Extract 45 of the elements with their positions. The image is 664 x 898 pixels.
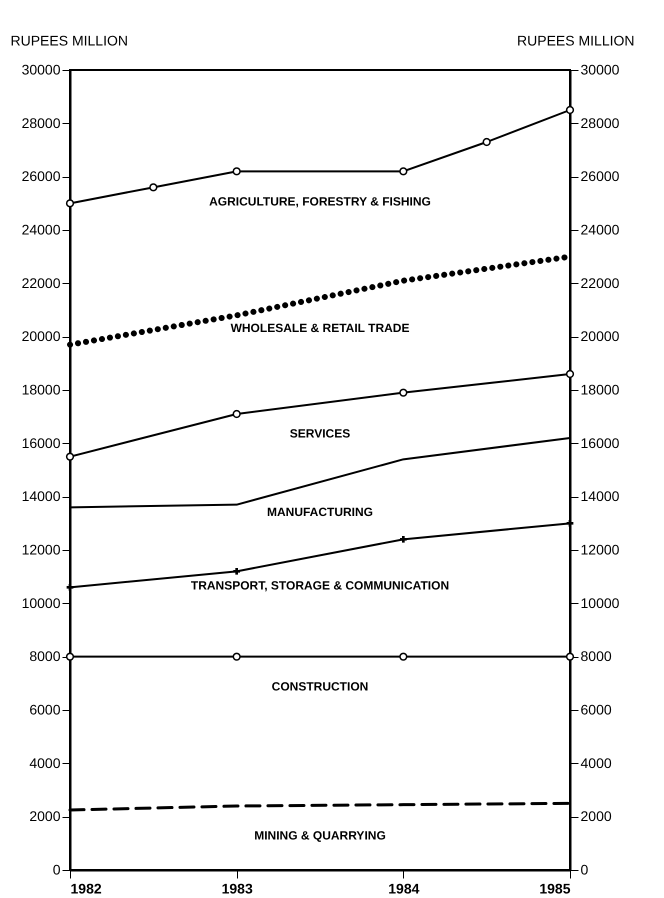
series-label: TRANSPORT, STORAGE & COMMUNICATION — [190, 578, 450, 592]
y-tick-label: 14000 — [22, 488, 61, 504]
y-tick-label: 2000 — [29, 808, 61, 824]
series-label: MINING & QUARRYING — [254, 828, 386, 842]
y-tick-label: 16000 — [22, 434, 61, 451]
y2-tick-label: 28000 — [580, 114, 620, 131]
y2-tick-label: 30000 — [580, 62, 620, 78]
x-tick-label: 1985 — [539, 880, 571, 896]
y2-tick-label: 6000 — [580, 702, 612, 718]
x-tick-label: 1983 — [222, 880, 253, 896]
y-tick-label: 10000 — [22, 594, 61, 611]
series-label: WHOLESALE & RETAIL TRADE — [230, 321, 410, 335]
y-tick-label: 6000 — [29, 702, 61, 718]
y-tick-label: 22000 — [22, 274, 61, 291]
series-label: SERVICES — [290, 426, 350, 440]
y-tick-label: 4000 — [29, 754, 61, 771]
y-tick-label: 26000 — [22, 168, 61, 184]
y-tick-label: 0 — [52, 862, 61, 878]
y2-tick-label: 20000 — [580, 328, 620, 344]
y-tick-label: 30000 — [22, 62, 61, 78]
x-tick-label: 1984 — [388, 880, 420, 896]
y-tick-label: 28000 — [22, 114, 61, 131]
x-tick-label: 1982 — [70, 880, 102, 896]
y2-tick-label: 24000 — [580, 222, 620, 238]
y2-axis-title: RUPEES MILLION — [517, 32, 634, 48]
y2-tick-label: 2000 — [580, 808, 612, 824]
y-tick-label: 24000 — [22, 222, 61, 238]
series-label: CONSTRUCTION — [272, 680, 368, 694]
y-axis-title: RUPEES MILLION — [10, 32, 128, 48]
y2-tick-label: 18000 — [580, 382, 620, 398]
y-tick-label: 12000 — [22, 542, 61, 558]
y2-tick-label: 22000 — [580, 274, 620, 291]
y2-tick-label: 10000 — [580, 594, 620, 611]
y2-tick-label: 4000 — [580, 754, 612, 771]
y2-tick-label: 26000 — [580, 168, 620, 184]
y-tick-label: 18000 — [22, 382, 61, 398]
series-label: MANUFACTURING — [267, 505, 373, 519]
y2-tick-label: 0 — [580, 862, 588, 878]
y2-tick-label: 8000 — [580, 648, 612, 664]
y2-tick-label: 16000 — [580, 434, 620, 451]
series-label: AGRICULTURE, FORESTRY & FISHING — [209, 194, 431, 208]
y2-tick-label: 14000 — [580, 488, 620, 504]
y-tick-label: 20000 — [22, 328, 61, 344]
y2-tick-label: 12000 — [580, 542, 620, 558]
y-tick-label: 8000 — [29, 648, 61, 664]
